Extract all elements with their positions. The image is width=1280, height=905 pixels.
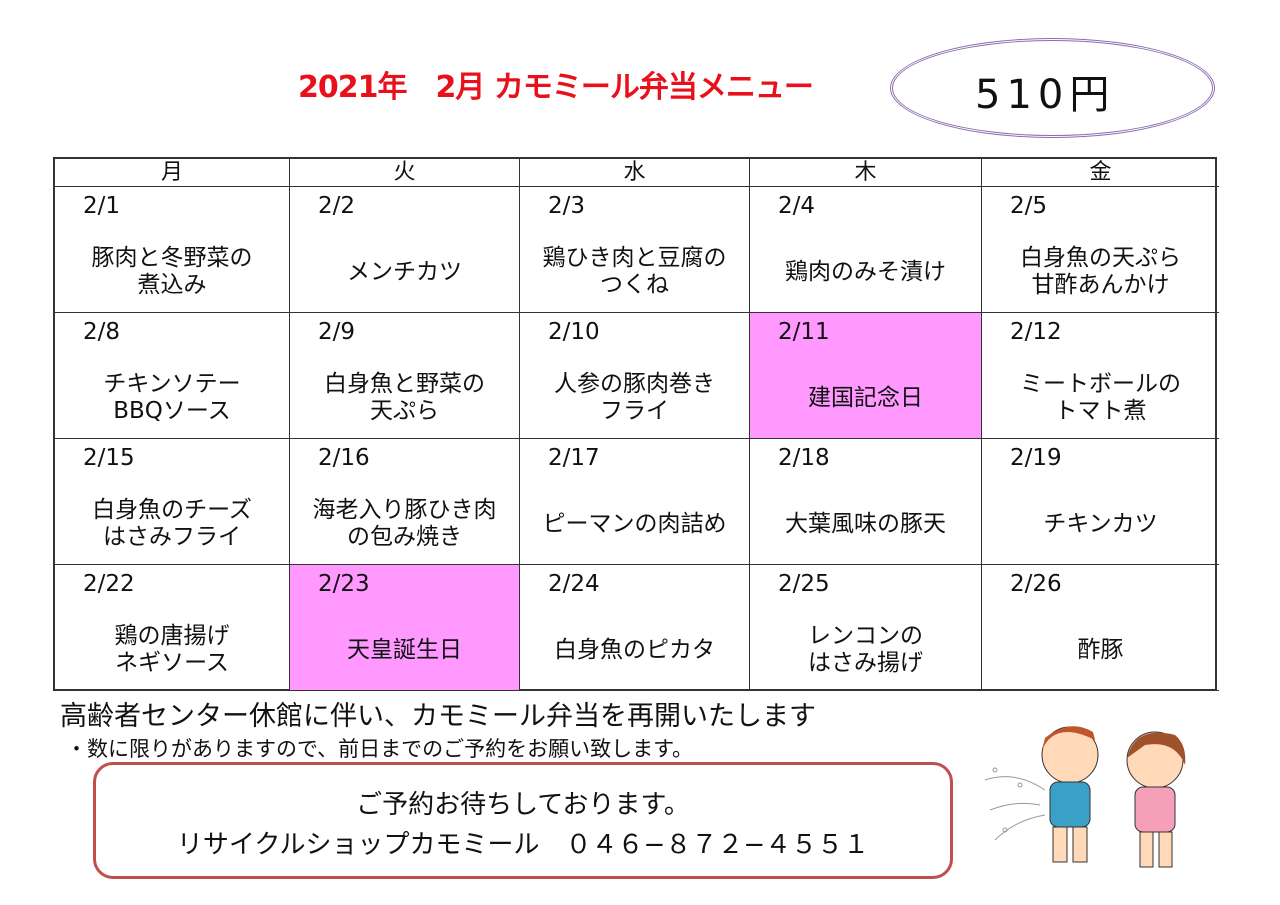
notice-reservation: ・数に限りがありますので、前日までのご予約をお願い致します。 <box>66 737 694 761</box>
cell-menu: 白身魚と野菜の 天ぷら <box>324 371 485 424</box>
cell-menu: ミートボールの トマト煮 <box>1020 371 1181 424</box>
weekday-header: 火 <box>290 159 520 187</box>
cell-date: 2/5 <box>1010 193 1048 219</box>
cell-date: 2/19 <box>1010 445 1062 471</box>
contact-shop-phone: リサイクルショップカモミール ０４６−８７２−４５５１ <box>176 830 870 860</box>
menu-cell: 2/15 白身魚のチーズ はさみフライ <box>55 439 290 565</box>
price-oval <box>890 38 1215 138</box>
contact-message: ご予約お待ちしております。 <box>356 790 690 820</box>
menu-cell: 2/22 鶏の唐揚げ ネギソース <box>55 565 290 691</box>
weekday-header: 水 <box>520 159 750 187</box>
contact-box: ご予約お待ちしております。 リサイクルショップカモミール ０４６−８７２−４５５… <box>93 762 953 879</box>
price: 510円 <box>975 72 1116 118</box>
girl-figure <box>1126 731 1186 868</box>
cell-menu: 白身魚の天ぷら 甘酢あんかけ <box>1020 245 1181 298</box>
cell-menu: 人参の豚肉巻き フライ <box>554 371 715 424</box>
bean-throwing-lines <box>984 767 1046 841</box>
boy-figure <box>1041 726 1099 863</box>
cell-menu: レンコンの はさみ揚げ <box>808 623 923 676</box>
menu-cell: 2/25 レンコンの はさみ揚げ <box>750 565 982 691</box>
cell-date: 2/26 <box>1010 571 1062 597</box>
menu-cell: 2/4 鶏肉のみそ漬け <box>750 187 982 313</box>
menu-cell: 2/18 大葉風味の豚天 <box>750 439 982 565</box>
menu-cell: 2/2 メンチカツ <box>290 187 520 313</box>
holiday-cell: 2/23 天皇誕生日 <box>290 565 520 691</box>
cell-date: 2/15 <box>83 445 135 471</box>
cell-menu: 鶏の唐揚げ ネギソース <box>114 623 230 676</box>
menu-cell: 2/10 人参の豚肉巻き フライ <box>520 313 750 439</box>
menu-cell: 2/16 海老入り豚ひき肉 の包み焼き <box>290 439 520 565</box>
cell-menu: チキンカツ <box>1043 510 1158 537</box>
cell-menu: チキンソテー BBQソース <box>103 371 241 424</box>
menu-cell: 2/5 白身魚の天ぷら 甘酢あんかけ <box>982 187 1219 313</box>
cell-menu: 白身魚のピカタ <box>554 636 715 663</box>
cell-menu: 酢豚 <box>1077 636 1124 663</box>
cell-date: 2/8 <box>83 319 121 345</box>
cell-date: 2/10 <box>548 319 600 345</box>
cell-date: 2/3 <box>548 193 586 219</box>
menu-cell: 2/26 酢豚 <box>982 565 1219 691</box>
cell-date: 2/9 <box>318 319 356 345</box>
cell-menu: 建国記念日 <box>808 384 923 411</box>
cell-date: 2/17 <box>548 445 600 471</box>
menu-cell: 2/8 チキンソテー BBQソース <box>55 313 290 439</box>
menu-cell: 2/17 ピーマンの肉詰め <box>520 439 750 565</box>
cell-menu: 鶏ひき肉と豆腐の つくね <box>542 245 727 298</box>
cell-date: 2/25 <box>778 571 830 597</box>
menu-calendar: 月火水木金 2/1 豚肉と冬野菜の 煮込み 2/2 メンチカツ 2/3 鶏ひき肉と豆腐の つ… <box>53 157 1219 691</box>
weekday-header: 木 <box>750 159 982 187</box>
cell-menu: 白身魚のチーズ はさみフライ <box>92 497 252 550</box>
menu-cell: 2/3 鶏ひき肉と豆腐の つくね <box>520 187 750 313</box>
holiday-cell: 2/11 建国記念日 <box>750 313 982 439</box>
cell-menu: 海老入り豚ひき肉 の包み焼き <box>312 497 497 550</box>
menu-cell: 2/1 豚肉と冬野菜の 煮込み <box>55 187 290 313</box>
menu-cell: 2/12 ミートボールの トマト煮 <box>982 313 1219 439</box>
weekday-header: 月 <box>55 159 290 187</box>
cell-menu: 天皇誕生日 <box>347 636 462 663</box>
cell-date: 2/1 <box>83 193 121 219</box>
cell-date: 2/12 <box>1010 319 1062 345</box>
cell-date: 2/11 <box>778 319 830 345</box>
cell-date: 2/24 <box>548 571 600 597</box>
cell-date: 2/2 <box>318 193 356 219</box>
menu-cell: 2/24 白身魚のピカタ <box>520 565 750 691</box>
cell-date: 2/23 <box>318 571 370 597</box>
children-illustration <box>984 726 1186 868</box>
menu-cell: 2/19 チキンカツ <box>982 439 1219 565</box>
menu-cell: 2/9 白身魚と野菜の 天ぷら <box>290 313 520 439</box>
cell-menu: 鶏肉のみそ漬け <box>785 258 946 285</box>
cell-menu: ピーマンの肉詰め <box>542 510 727 537</box>
cell-date: 2/18 <box>778 445 830 471</box>
page-title: 2021年 2月 カモミール弁当メニュー <box>298 70 814 105</box>
cell-menu: 豚肉と冬野菜の 煮込み <box>91 245 253 298</box>
cell-date: 2/16 <box>318 445 370 471</box>
notice-reopen: 高齢者センター休館に伴い、カモミール弁当を再開いたします <box>60 701 816 732</box>
cell-menu: 大葉風味の豚天 <box>785 510 946 537</box>
cell-date: 2/22 <box>83 571 135 597</box>
weekday-header: 金 <box>982 159 1219 187</box>
cell-menu: メンチカツ <box>347 258 462 285</box>
cell-date: 2/4 <box>778 193 816 219</box>
